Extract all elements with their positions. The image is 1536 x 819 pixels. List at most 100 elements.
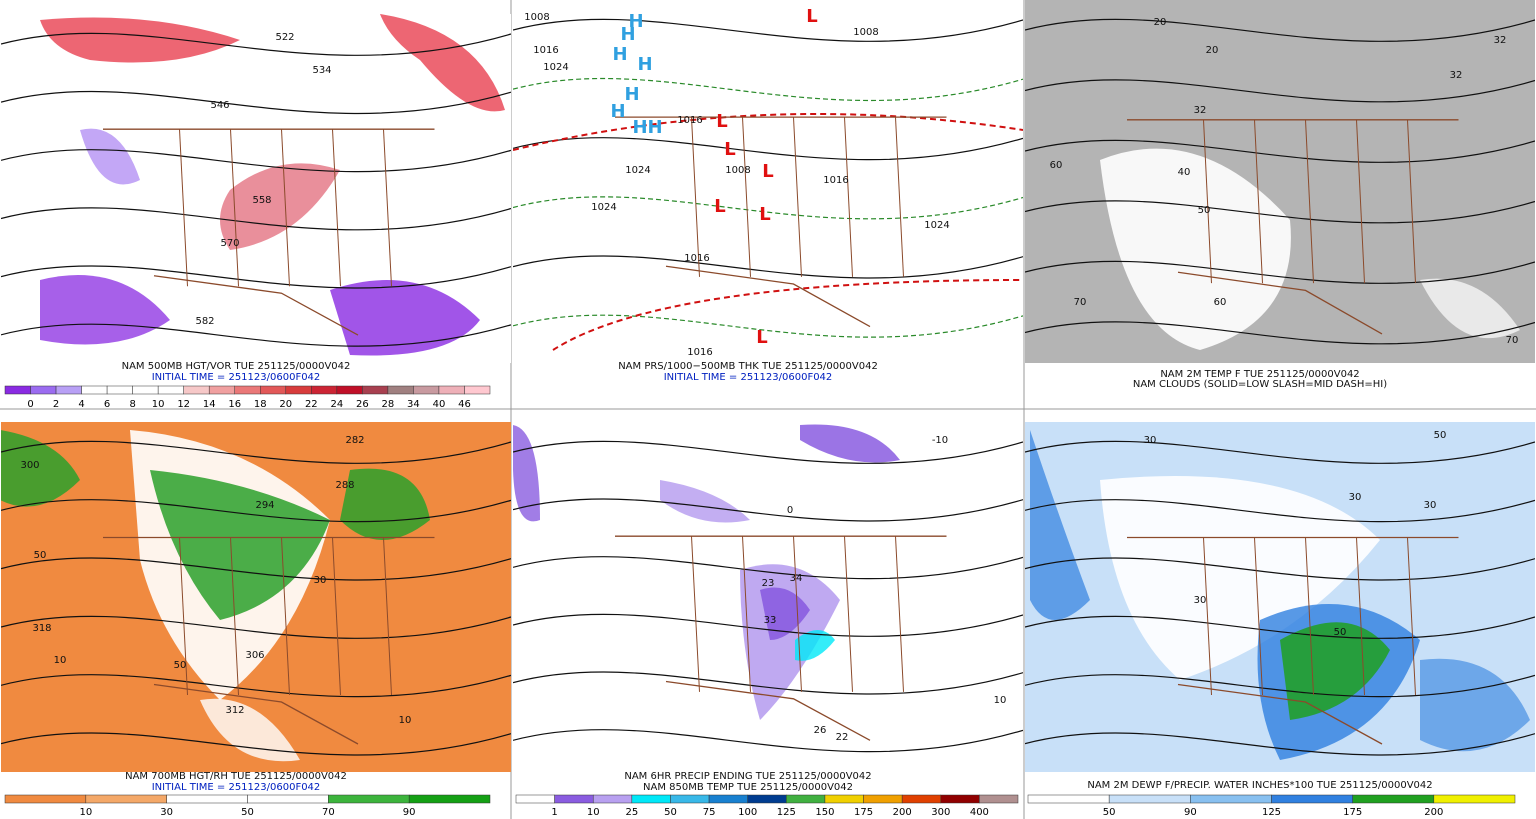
map-label: L xyxy=(806,6,817,27)
state-border xyxy=(230,537,239,696)
colorbar-label: 125 xyxy=(777,807,796,818)
contour-line xyxy=(1025,79,1535,103)
contour-line xyxy=(1025,499,1535,523)
map: 1008 1016 1024 1008 1016 1024 1008 1024 1016 1024… xyxy=(513,0,1023,358)
colorbar-label: 4 xyxy=(78,399,84,410)
map-label: 30 xyxy=(1349,492,1362,503)
map-label: L xyxy=(714,196,725,217)
map-label: 0 xyxy=(787,505,793,516)
map-label: 1016 xyxy=(687,347,712,358)
colorbar-label: 12 xyxy=(177,399,190,410)
field-shading xyxy=(1420,278,1520,339)
colorbar-label: 50 xyxy=(664,807,677,818)
colorbar-label: 175 xyxy=(1343,807,1362,818)
colorbar-swatch xyxy=(1433,794,1516,804)
colorbar-label: 24 xyxy=(330,399,343,410)
field-shading xyxy=(513,425,540,522)
contour-line xyxy=(1025,18,1535,42)
colorbar-swatch xyxy=(786,794,826,804)
colorbar-label: 20 xyxy=(279,399,292,410)
panel: 522 534 546 558 570 582 NAM 500MB HGT/VOR TUE … xyxy=(1,14,511,410)
colorbar-swatch xyxy=(85,794,167,804)
state-border xyxy=(895,536,904,692)
map: 300 318 10 50 306 312 10 50 282 288 294 30 xyxy=(1,422,511,772)
state-border xyxy=(844,117,853,277)
field-shading xyxy=(660,480,750,523)
panel: 26 22 23 34 33 -10 0 10 NAM 6HR PRECIP ENDING TU… xyxy=(513,422,1023,818)
colorbar-label: 400 xyxy=(970,807,989,818)
map-label: 60 xyxy=(1214,297,1227,308)
panel: 30 30 50 30 30 50 NAM 2M DEWP F/PRECIP. WATER … xyxy=(1025,422,1535,818)
contour-line xyxy=(1025,674,1535,698)
contour-line xyxy=(1025,557,1535,581)
field-shading xyxy=(795,630,835,661)
field-shading xyxy=(1100,148,1291,350)
field-shading xyxy=(800,424,900,463)
map: 522 534 546 558 570 582 xyxy=(1,14,511,363)
map-label: 288 xyxy=(335,480,354,491)
state-border xyxy=(383,537,392,696)
map: 26 22 23 34 33 -10 0 10 xyxy=(513,422,1023,768)
country-border xyxy=(103,536,435,745)
colorbar-swatch xyxy=(1108,794,1191,804)
panel: 20 20 32 32 40 50 60 70 60 70 32 NAM 2M TEMP F TUE … xyxy=(1025,0,1535,390)
map-label: -10 xyxy=(932,435,948,446)
colorbar-label: 2 xyxy=(53,399,59,410)
colorbar-swatch xyxy=(336,385,363,395)
map-label: L xyxy=(762,161,773,182)
map-label: 50 xyxy=(1334,627,1347,638)
colorbar-label: 46 xyxy=(458,399,471,410)
contour-line xyxy=(1025,200,1535,224)
colorbar-swatch xyxy=(247,794,329,804)
colorbar-label: 40 xyxy=(433,399,446,410)
caption: NAM 500MB HGT/VOR TUE 251125/0000V042 xyxy=(122,361,351,372)
colorbar-swatch xyxy=(824,794,864,804)
colorbar-swatch xyxy=(438,385,465,395)
map-label: 1008 xyxy=(853,27,878,38)
map-label: 32 xyxy=(1494,35,1507,46)
state-border xyxy=(1356,537,1365,696)
colorbar-label: 175 xyxy=(854,807,873,818)
state-border xyxy=(1407,537,1416,696)
map-label: 1024 xyxy=(591,202,616,213)
colorbar-label: 10 xyxy=(587,807,600,818)
state-border xyxy=(230,129,239,287)
colorbar-label: 10 xyxy=(152,399,165,410)
caption: INITIAL TIME = 251123/0600F042 xyxy=(152,782,321,793)
map-label: 30 xyxy=(1424,500,1437,511)
map-label: 534 xyxy=(312,65,331,76)
colorbar-label: 28 xyxy=(382,399,395,410)
contour-line xyxy=(1025,615,1535,639)
state-border xyxy=(742,117,751,277)
map-label: 582 xyxy=(195,316,214,327)
state-border xyxy=(1305,119,1314,284)
colorbar-label: 90 xyxy=(1184,807,1197,818)
colorbar-label: 25 xyxy=(625,807,638,818)
colorbar-swatch xyxy=(863,794,903,804)
colorbar-swatch xyxy=(631,794,671,804)
colorbar-swatch xyxy=(311,385,338,395)
map-label: 558 xyxy=(252,195,271,206)
map-label: H xyxy=(620,24,635,45)
map-label: H xyxy=(628,11,643,32)
state-border xyxy=(332,537,341,696)
contour-line xyxy=(1,499,511,523)
contour-line xyxy=(1,32,511,56)
contour-line xyxy=(1025,732,1535,756)
contour-line xyxy=(1,440,511,464)
map-label: 30 xyxy=(1144,435,1157,446)
map-label: H xyxy=(647,117,662,138)
colorbar-label: 70 xyxy=(322,807,335,818)
colorbar-label: 150 xyxy=(815,807,834,818)
map-label: 522 xyxy=(275,32,294,43)
colorbar-swatch xyxy=(979,794,1019,804)
map-label: 60 xyxy=(1050,160,1063,171)
contour-line xyxy=(513,77,1023,102)
map-label: 34 xyxy=(790,573,803,584)
colorbar-swatch xyxy=(4,385,31,395)
contour-line xyxy=(513,671,1023,695)
contour-line xyxy=(1,323,511,347)
map-label: 1024 xyxy=(625,165,650,176)
state-border xyxy=(742,536,751,692)
state-border xyxy=(793,536,802,692)
